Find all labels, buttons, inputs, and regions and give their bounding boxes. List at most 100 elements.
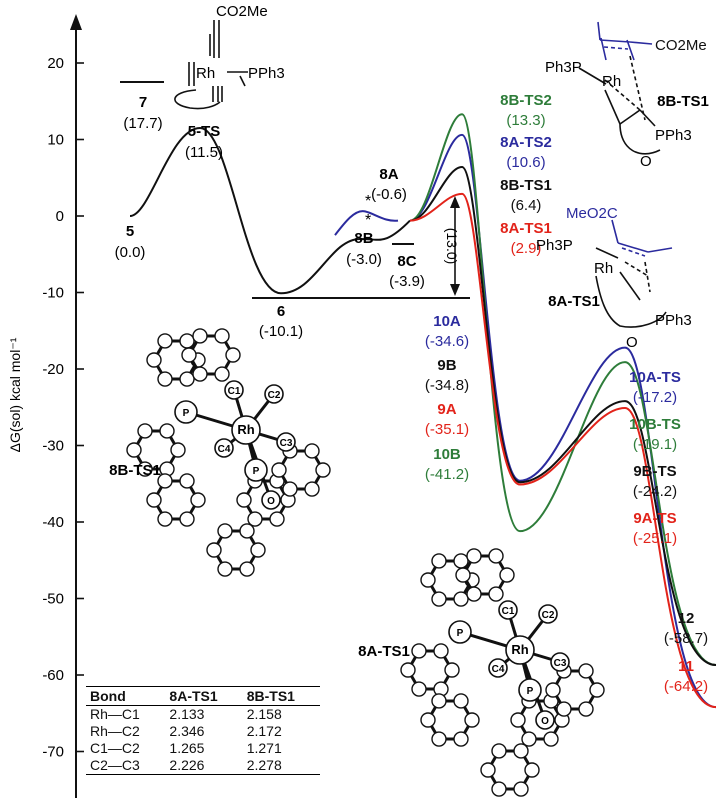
carbon-atom: [304, 443, 320, 459]
value-5-ts: (11.5): [185, 144, 223, 161]
table-cell: Rh—C1: [90, 706, 140, 722]
xray-structure-8b-ts1: Rh P P C1 C2 C3 C4 O: [126, 328, 331, 577]
carbon-atom: [214, 328, 230, 344]
label-12: 12: [678, 610, 695, 627]
curve-red: [409, 192, 717, 709]
y-tick-label: -10: [42, 285, 64, 302]
xray-structure-8a-ts1: Rh P P C1 C2 C3 C4 O: [400, 548, 605, 797]
table-header-row: Bond 8A-TS1 8B-TS1: [86, 686, 320, 706]
value-12: (-58.7): [664, 630, 708, 647]
label-8a-ts1-mid: 8A-TS1: [500, 220, 552, 237]
carbon-atom: [420, 572, 436, 588]
table-cell: 1.265: [169, 740, 205, 756]
rh-atom: [231, 415, 261, 445]
carbon-atom: [214, 366, 230, 382]
rh-atom-label: Rh: [237, 422, 254, 437]
p-atom-label: P: [183, 408, 190, 419]
p-atom-label: P: [457, 628, 464, 639]
y-axis-label: ΔG(sol) kcal mol⁻¹: [7, 337, 23, 452]
table-row: Rh—C1 2.133 2.158: [86, 706, 320, 724]
carbon-atom: [192, 328, 208, 344]
carbon-atom: [488, 586, 504, 602]
table-cell: 2.278: [242, 757, 320, 775]
carbon-atom: [431, 693, 447, 709]
carbon-atom: [491, 743, 507, 759]
curve-green: [409, 113, 717, 667]
c1-atom-label: C1: [502, 606, 515, 617]
carbon-atom: [217, 523, 233, 539]
scheme-8b-rh: Rh: [602, 73, 621, 90]
table-row: C1—C2 1.265 1.271: [86, 740, 320, 757]
table-cell: 2.346: [169, 723, 205, 739]
c4-atom-label: C4: [218, 444, 231, 455]
ts-labels-mid: 8B-TS2 (13.3) 8A-TS2 (10.6) 8B-TS1 (6.4)…: [500, 92, 552, 257]
carbon-atom: [247, 511, 263, 527]
carbon-atom: [499, 567, 515, 583]
xray-label-8a: 8A-TS1: [358, 643, 410, 660]
p-atom: [174, 400, 198, 424]
star-8b: *: [365, 212, 371, 229]
carbon-atom: [431, 591, 447, 607]
value-8b-ts1: (6.4): [511, 197, 542, 214]
value-8b-ts2: (13.3): [506, 112, 545, 129]
carbon-atom: [453, 553, 469, 569]
carbon-atom: [453, 693, 469, 709]
label-10a-ts: 10A-TS: [629, 369, 681, 386]
o-atom-label: O: [267, 496, 275, 507]
carbon-atom: [453, 591, 469, 607]
carbon-atom: [206, 542, 222, 558]
carbon-atom: [466, 548, 482, 564]
carbon-atom: [146, 352, 162, 368]
carbon-atom: [524, 762, 540, 778]
carbon-atom: [444, 662, 460, 678]
value-9b-ts: (-24.2): [633, 483, 677, 500]
label-11: 11: [678, 658, 694, 675]
o-atom: [261, 490, 281, 510]
label-10b-ts: 10B-TS: [629, 416, 681, 433]
value-11: (-64.2): [664, 678, 708, 695]
scheme-8b-o: O: [640, 153, 652, 170]
intermediate-labels: 10A (-34.6) 9B (-34.8) 9A (-35.1) 10B (-…: [425, 313, 469, 483]
y-tick-label: -50: [42, 591, 64, 608]
carbon-atom: [464, 712, 480, 728]
c4-atom-label: C4: [492, 664, 505, 675]
y-tick-label: -70: [42, 744, 64, 761]
label-9a-ts: 9A-TS: [633, 510, 676, 527]
table-cell: C2—C3: [86, 757, 166, 775]
label-8a-ts2: 8A-TS2: [500, 134, 552, 151]
curve-blue: [409, 133, 717, 709]
curve-black: [409, 166, 717, 667]
carbon-atom: [271, 462, 287, 478]
table-cell: 2.172: [246, 723, 282, 739]
carbon-atom: [137, 423, 153, 439]
carbon-atom: [159, 423, 175, 439]
carbon-atom: [491, 781, 507, 797]
label-7: 7: [139, 94, 147, 111]
table-cell: Rh—C2: [90, 723, 140, 739]
p-atom: [244, 458, 268, 482]
value-5: (0.0): [115, 244, 146, 261]
label-6: 6: [277, 303, 285, 320]
label-8c: 8C: [397, 253, 416, 270]
reagent-structure-7: [174, 20, 248, 110]
carbon-atom: [282, 481, 298, 497]
carbon-atom: [455, 567, 471, 583]
value-8b: (-3.0): [346, 251, 382, 268]
barrier-label: (13.0): [444, 228, 460, 265]
carbon-atom: [236, 492, 252, 508]
value-8a: (-0.6): [371, 186, 407, 203]
y-tick-label: 10: [47, 132, 64, 149]
scheme-8b-ts1: [578, 21, 661, 155]
label-5-ts: 5-TS: [188, 123, 221, 140]
carbon-atom: [453, 731, 469, 747]
label-8a: 8A: [379, 166, 398, 183]
carbon-atom: [157, 371, 173, 387]
y-axis-arrow: [70, 14, 82, 30]
star-8a: *: [365, 193, 371, 210]
carbon-atom: [543, 731, 559, 747]
carbon-atom: [431, 731, 447, 747]
reagent-co2me: CO2Me: [216, 3, 268, 20]
label-9b-ts: 9B-TS: [633, 463, 676, 480]
carbon-atom: [521, 731, 537, 747]
table-cell: 2.133: [169, 706, 205, 722]
